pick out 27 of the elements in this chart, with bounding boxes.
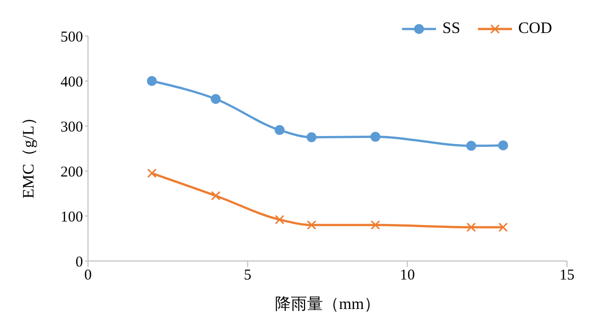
point	[210, 94, 221, 104]
point	[370, 220, 380, 230]
y-tick-label: 200	[60, 164, 83, 180]
x-tick-label: 10	[400, 268, 415, 284]
y-tick-label: 500	[60, 29, 83, 46]
y-tick-label: 0	[76, 254, 83, 270]
y-tick-label: 100	[60, 209, 83, 226]
point	[466, 140, 476, 151]
point	[498, 140, 508, 150]
point	[274, 125, 285, 136]
y-axis-title: EMC（g/L）	[20, 110, 38, 198]
x-tick-label: 5	[244, 268, 252, 284]
y-tick-label: 300	[60, 119, 83, 136]
y-tick-label: 400	[60, 74, 83, 90]
x-axis-title: 降雨量（mm）	[275, 296, 380, 313]
point	[210, 191, 220, 200]
point	[147, 168, 157, 178]
point	[146, 76, 157, 86]
point	[306, 132, 317, 142]
legend-label: SS	[442, 20, 460, 38]
legend-label: COD	[518, 20, 552, 38]
point	[498, 222, 508, 232]
point	[274, 214, 284, 224]
x-tick-label: 15	[560, 268, 574, 284]
point	[370, 132, 380, 142]
point	[466, 222, 476, 232]
point	[306, 220, 316, 230]
